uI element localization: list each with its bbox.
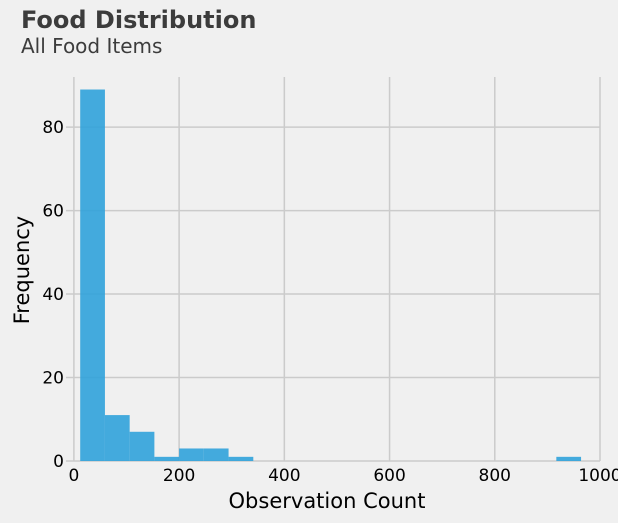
y-tick-label: 20 bbox=[42, 369, 64, 389]
bars-layer bbox=[80, 89, 582, 462]
y-tick-label: 40 bbox=[42, 285, 64, 305]
histogram-bar bbox=[154, 456, 180, 461]
chart-title: Food Distribution bbox=[21, 6, 257, 34]
x-tick-label: 1000 bbox=[578, 466, 618, 486]
x-tick-labels: 0 200 400 600 800 1000 bbox=[68, 466, 618, 486]
x-axis-label: Observation Count bbox=[229, 489, 426, 513]
y-tick-label: 60 bbox=[42, 202, 64, 222]
grid-layer bbox=[66, 77, 601, 462]
chart-subtitle: All Food Items bbox=[21, 34, 163, 58]
y-tick-label: 80 bbox=[42, 118, 64, 138]
histogram-bar bbox=[179, 448, 204, 461]
histogram-bar bbox=[104, 415, 130, 461]
y-tick-labels: 0 20 40 60 80 bbox=[42, 118, 64, 472]
histogram-bar bbox=[80, 89, 105, 462]
x-tick-label: 600 bbox=[373, 466, 405, 486]
histogram-bar bbox=[129, 431, 155, 461]
x-tick-label: 400 bbox=[268, 466, 300, 486]
x-tick-label: 800 bbox=[479, 466, 511, 486]
x-tick-label: 0 bbox=[68, 466, 79, 486]
histogram-bar bbox=[556, 456, 582, 461]
y-axis-label: Frequency bbox=[10, 216, 34, 325]
histogram-bar bbox=[203, 448, 229, 461]
x-tick-label: 200 bbox=[163, 466, 195, 486]
histogram-bar bbox=[228, 456, 254, 461]
y-tick-label: 0 bbox=[53, 452, 64, 472]
